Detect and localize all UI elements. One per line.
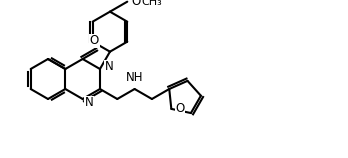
Text: CH₃: CH₃	[141, 0, 162, 7]
Text: O: O	[131, 0, 141, 8]
Text: N: N	[85, 97, 93, 109]
Text: O: O	[175, 102, 184, 115]
Text: NH: NH	[126, 71, 143, 84]
Text: O: O	[90, 34, 99, 48]
Text: N: N	[105, 61, 114, 73]
